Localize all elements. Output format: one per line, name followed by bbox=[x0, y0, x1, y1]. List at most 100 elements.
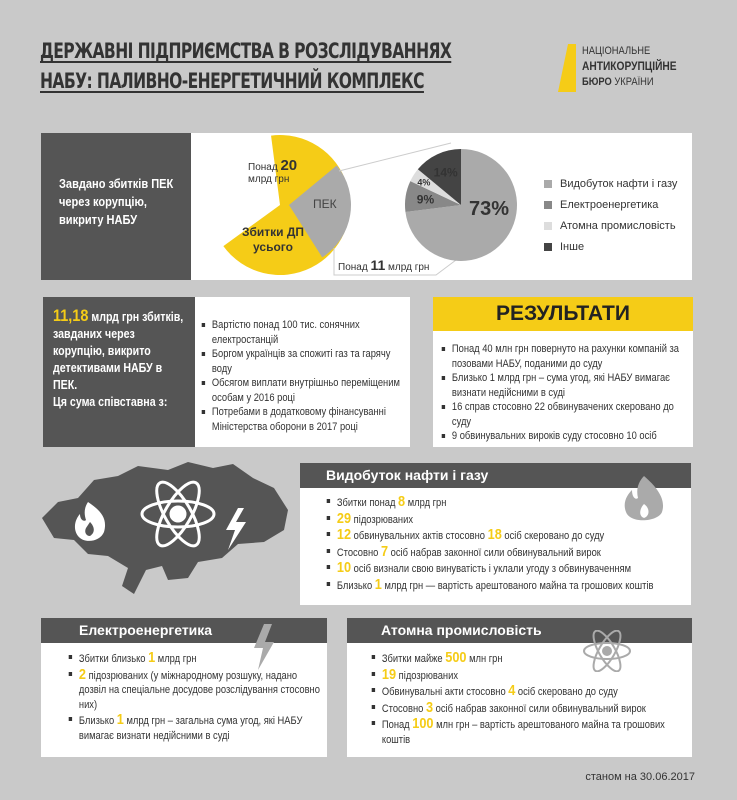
highlight-number: 1 bbox=[374, 575, 382, 593]
highlight-number: 8 bbox=[398, 493, 406, 510]
legend-label: Електроенергетика bbox=[560, 199, 659, 211]
logo-line-3: БЮРО УКРАЇНИ bbox=[582, 75, 654, 89]
item-text: осіб визнали свою винуватість і уклали у… bbox=[351, 563, 632, 575]
legend-swatch bbox=[544, 222, 552, 230]
flame-icon bbox=[624, 476, 664, 521]
item-text: Збитки понад bbox=[336, 497, 399, 509]
item-text: Боргом українців за спожиті газ та гаряч… bbox=[211, 348, 391, 375]
highlight-number: 12 bbox=[336, 526, 352, 543]
list-item: Обвинувальні акти стосовно 4 осіб скеров… bbox=[370, 683, 690, 700]
pie-slice bbox=[417, 149, 461, 205]
atom-icon bbox=[140, 480, 216, 548]
item-text: Близько bbox=[78, 715, 117, 727]
list-item: 10 осіб визнали свою винуватість і уклал… bbox=[325, 560, 691, 577]
legend-item: Видобуток нафти і газу bbox=[544, 178, 677, 190]
total-prefix: Понад bbox=[248, 162, 278, 173]
item-text: млрд грн bbox=[405, 497, 447, 509]
list-item: Вартістю понад 100 тис. сонячних електро… bbox=[200, 318, 408, 347]
pek-value: 11 bbox=[370, 257, 386, 273]
pie-label: 4% bbox=[417, 177, 430, 187]
total-caption: Збитки ДП усього bbox=[241, 225, 305, 254]
pek-unit: млрд грн bbox=[388, 262, 430, 273]
item-text: Обсягом виплати внутрішньо переміщеним о… bbox=[211, 377, 400, 404]
atom-title: Атомна промисловість bbox=[347, 618, 692, 643]
pie-legend: Видобуток нафти і газу Електроенергетика А… bbox=[544, 178, 677, 262]
highlight-number: 500 bbox=[445, 649, 467, 666]
pie-slice bbox=[405, 149, 517, 261]
legend-swatch bbox=[544, 180, 552, 188]
highlight-number: 1 bbox=[116, 711, 124, 728]
legend-swatch bbox=[544, 201, 552, 209]
sector-pie: 73% 9% 4% 14% bbox=[405, 149, 517, 261]
oil-list: Збитки понад 8 млрд грн 29 підозрюваних 12… bbox=[325, 494, 691, 593]
highlight-number: 29 bbox=[336, 509, 352, 527]
nabu-logo: НАЦІОНАЛЬНЕ АНТИКОРУПЦІЙНЕ БЮРО УКРАЇНИ bbox=[558, 44, 698, 94]
highlight-number: 19 bbox=[381, 665, 397, 683]
list-item: Збитки майже 500 млн грн bbox=[370, 650, 690, 667]
logo-mark-icon bbox=[558, 44, 568, 92]
map-silhouette bbox=[42, 462, 288, 594]
comparison-text-2: Ця сума співставна з: bbox=[53, 395, 168, 409]
item-text: Потребами в додатковому фінансуванні Мін… bbox=[211, 406, 386, 433]
item-text: млн грн – вартість арештованого майна та… bbox=[381, 719, 665, 746]
results-title: РЕЗУЛЬТАТИ bbox=[433, 297, 693, 331]
list-item: 12 обвинувальних актів стосовно 18 осіб … bbox=[325, 527, 691, 544]
item-text: підозрюваних (у міжнародному розшуку, на… bbox=[78, 669, 320, 711]
logo-line-2: АНТИКОРУПЦІЙНЕ bbox=[582, 59, 677, 73]
comparison-amount: 11,18 bbox=[53, 306, 89, 325]
electro-title: Електроенергетика bbox=[41, 618, 327, 643]
pie-slice bbox=[410, 169, 461, 205]
list-item: Збитки близько 1 млрд грн bbox=[67, 650, 322, 667]
results-list: Понад 40 млн грн повернуто на рахунки ко… bbox=[440, 342, 687, 444]
damage-chart: 73% 9% 4% 14% bbox=[223, 135, 517, 276]
footer-date: станом на 30.06.2017 bbox=[585, 771, 695, 783]
comparison-unit: млрд грн bbox=[91, 310, 140, 324]
highlight-number: 3 bbox=[425, 698, 434, 716]
item-text: Близько 1 млрд грн – сума угод, які НАБУ… bbox=[451, 372, 670, 399]
list-item: Понад 100 млн грн – вартість арештованог… bbox=[370, 716, 690, 747]
pie-label: 73% bbox=[469, 198, 509, 220]
list-item: Стосовно 7 осіб набрав законної сили обв… bbox=[325, 544, 691, 561]
title-line-2: НАБУ: ПАЛИВНО-ЕНЕРГЕТИЧНИЙ КОМПЛЕКС bbox=[40, 69, 425, 93]
highlight-number: 4 bbox=[508, 682, 516, 699]
total-unit: млрд грн bbox=[248, 174, 290, 185]
atom-icon bbox=[583, 630, 631, 672]
item-text: обвинувальних актів стосовно bbox=[351, 530, 488, 542]
total-value: 20 bbox=[280, 157, 298, 174]
pek-damage-text: Понад 11 млрд грн bbox=[338, 257, 429, 273]
item-text: Вартістю понад 100 тис. сонячних електро… bbox=[211, 319, 360, 346]
pie-label: 9% bbox=[417, 192, 435, 206]
list-item: Боргом українців за спожиті газ та гаряч… bbox=[200, 347, 408, 376]
item-text: Стосовно bbox=[381, 702, 426, 715]
legend-label: Видобуток нафти і газу bbox=[560, 178, 678, 190]
damage-label: Завдано збитків ПЕК через корупцію, викр… bbox=[59, 176, 174, 227]
list-item: Обсягом виплати внутрішньо переміщеним о… bbox=[200, 376, 408, 405]
highlight-number: 18 bbox=[487, 526, 502, 543]
item-text: 9 обвинувальних вироків суду стосовно 10… bbox=[451, 430, 657, 442]
pek-wedge bbox=[289, 165, 351, 258]
comparison-summary: 11,18 млрд грн збитків, завданих через к… bbox=[43, 297, 195, 447]
damage-label-panel: Завдано збитків ПЕК через корупцію, викр… bbox=[41, 133, 191, 280]
list-item: 2 підозрюваних (у міжнародному розшуку, … bbox=[67, 667, 322, 713]
list-item: 19 підозрюваних bbox=[370, 667, 690, 684]
list-item: Близько 1 млрд грн – сума угод, які НАБУ… bbox=[440, 371, 687, 400]
item-text: млрд грн bbox=[155, 653, 197, 665]
legend-item: Інше bbox=[544, 241, 677, 253]
item-text: Обвинувальні акти стосовно bbox=[381, 686, 509, 698]
atom-list: Збитки майже 500 млн грн 19 підозрюваних О… bbox=[370, 650, 690, 747]
item-text: млрд грн – загальна сума угод, які НАБУ … bbox=[78, 715, 303, 742]
item-text: Понад bbox=[381, 719, 413, 731]
pek-prefix: Понад bbox=[338, 262, 368, 273]
item-text: осіб скеровано до суду bbox=[501, 530, 605, 542]
item-text: осіб скеровано до суду bbox=[515, 686, 618, 698]
list-item: Понад 40 млн грн повернуто на рахунки ко… bbox=[440, 342, 687, 371]
item-text: осіб набрав законної сили обвинувальний … bbox=[388, 546, 601, 559]
comparison-list: Вартістю понад 100 тис. сонячних електро… bbox=[200, 318, 408, 434]
page-title: ДЕРЖАВНІ ПІДПРИЄМСТВА В РОЗСЛІДУВАННЯХ Н… bbox=[40, 36, 452, 96]
list-item: Близько 1 млрд грн — вартість арештовано… bbox=[325, 577, 691, 594]
highlight-number: 10 bbox=[336, 559, 352, 576]
item-text: осіб набрав законної сили обвинувальний … bbox=[433, 702, 646, 715]
legend-item: Електроенергетика bbox=[544, 199, 677, 211]
logo-bureau: БЮРО bbox=[582, 76, 612, 88]
zoom-line-top bbox=[338, 142, 452, 172]
